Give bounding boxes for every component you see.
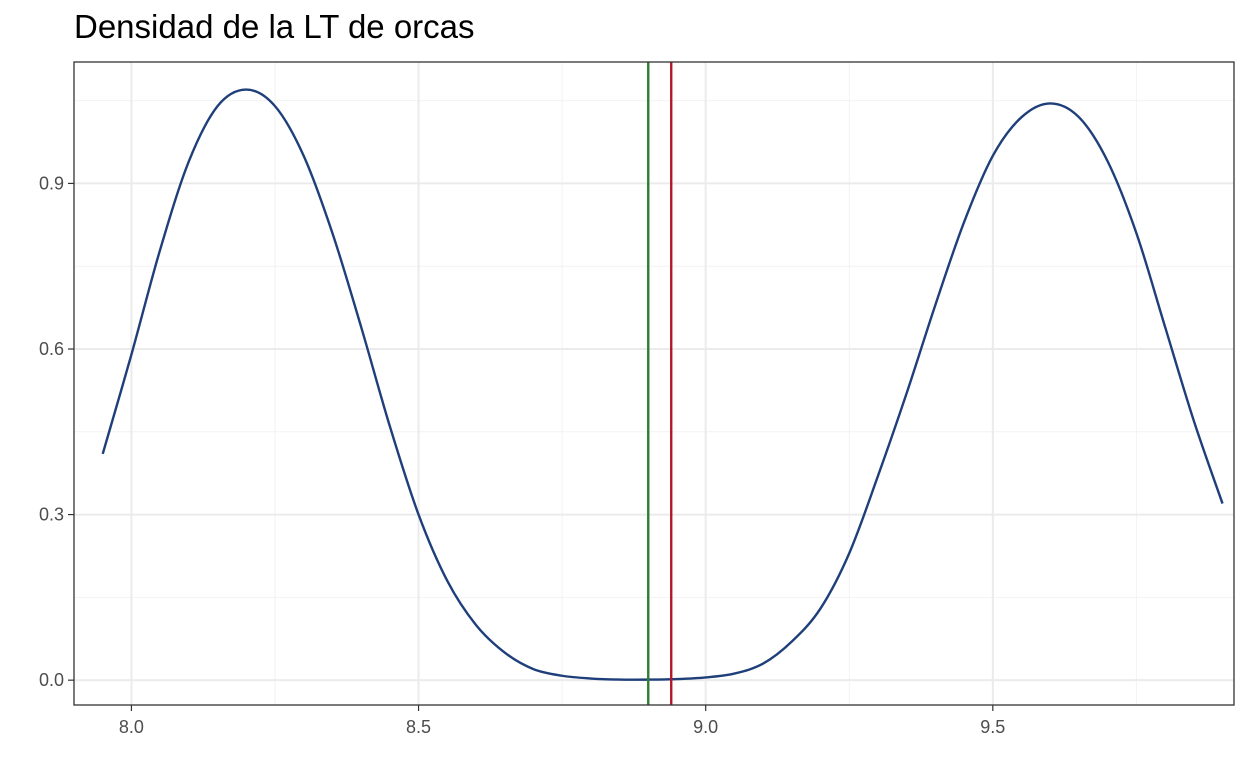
y-tick-label: 0.6	[39, 339, 64, 359]
x-tick-label: 9.5	[980, 717, 1005, 737]
vline-layer	[647, 62, 673, 705]
y-tick-label: 0.3	[39, 505, 64, 525]
x-tick-label: 8.0	[119, 717, 144, 737]
x-tick-label: 8.5	[406, 717, 431, 737]
series-layer	[101, 88, 1224, 681]
panel-border	[73, 61, 1235, 706]
y-tick-label: 0.0	[39, 670, 64, 690]
chart-title: Densidad de la LT de orcas	[74, 8, 475, 45]
density-curve	[101, 88, 1224, 681]
grid-layer	[74, 62, 1234, 705]
axis-layer: 8.0 8.5 9.0 9.5 0.0 0.3 0.6 0.9	[39, 173, 1005, 737]
x-tick-label: 9.0	[693, 717, 718, 737]
y-tick-label: 0.9	[39, 173, 64, 193]
